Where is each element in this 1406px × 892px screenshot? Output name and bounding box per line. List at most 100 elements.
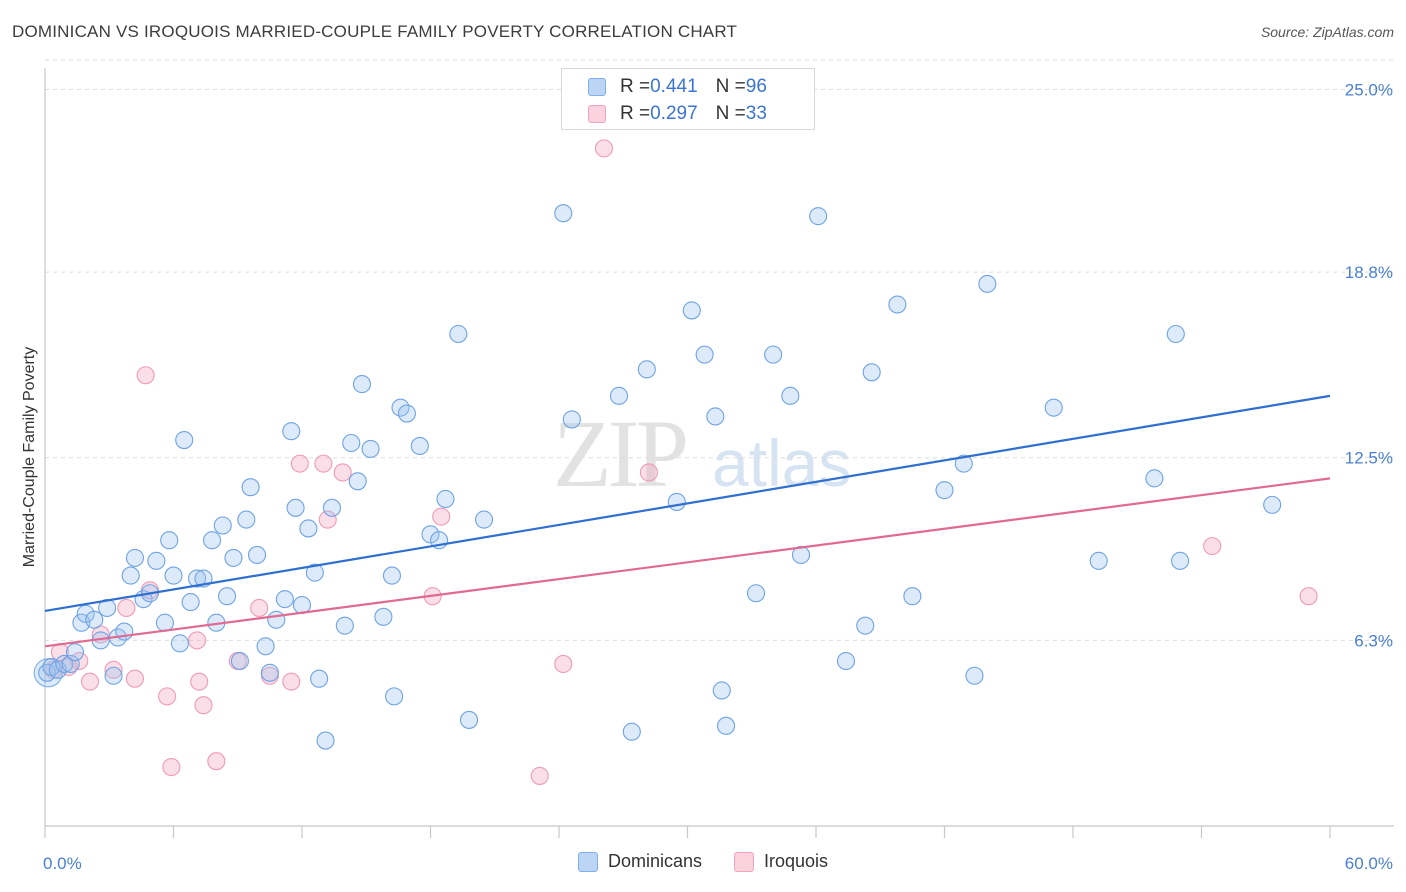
x-tick-label: 0.0% — [43, 854, 82, 873]
r-label: R = — [620, 103, 651, 124]
dominicans-point — [335, 616, 354, 635]
dominicans-swatch — [588, 78, 606, 96]
dominicans-point — [554, 204, 573, 223]
dominicans-point — [170, 634, 189, 653]
dominicans-point — [637, 360, 656, 379]
iroquois-point — [158, 687, 177, 706]
dominicans-points — [33, 204, 1282, 750]
iroquois-point — [594, 139, 614, 158]
dominicans-point — [61, 654, 80, 674]
dominicans-point — [104, 666, 123, 685]
dominicans-point — [1171, 551, 1190, 570]
dominicans-point — [1263, 495, 1282, 514]
dominicans-point — [247, 545, 267, 565]
iroquois-point — [80, 672, 100, 691]
dominicans-point — [746, 584, 766, 603]
dominicans-point — [352, 375, 372, 394]
iroquois-point — [432, 507, 451, 526]
iroquois-point — [136, 366, 155, 385]
dominicans-point — [316, 731, 335, 750]
dominicans-point — [716, 716, 736, 735]
dominicans-point — [299, 519, 318, 538]
dominicans-point — [175, 431, 194, 450]
dominicans-point — [147, 551, 166, 570]
legend-row-iroquois: R = 0.297 N = 33 — [562, 101, 767, 127]
legend-label: Dominicans — [607, 851, 702, 871]
dominicans-point — [224, 548, 243, 567]
dominicans-point — [474, 510, 494, 529]
dominicans-point — [305, 563, 324, 582]
dominicans-point — [682, 301, 701, 320]
dominicans-point — [256, 637, 275, 656]
iroquois-point — [333, 463, 352, 482]
n-label: N = — [715, 76, 746, 97]
dominicans-point — [410, 436, 429, 455]
iroquois-point — [318, 510, 337, 529]
dominicans-point — [856, 616, 875, 635]
dominicans-point — [374, 607, 393, 626]
dominicans-point — [706, 407, 725, 426]
dominicans-point — [1044, 398, 1063, 417]
legend-row-dominicans: R = 0.441 N = 96 — [562, 74, 767, 100]
iroquois-point — [194, 696, 213, 715]
dominicans-point — [695, 345, 714, 364]
dominicans-point — [809, 207, 828, 226]
dominicans-point — [164, 566, 183, 585]
axis-labels: 6.3% 12.5% 18.8% 25.0% 0.0% 60.0% Married-Coup… — [21, 80, 1393, 873]
dominicans-point — [436, 489, 455, 509]
dominicans-point — [286, 498, 305, 517]
iroquois-point — [1299, 587, 1318, 606]
r-value: 0.297 — [650, 103, 698, 124]
dominicans-point — [622, 722, 641, 741]
iroquois-point — [104, 660, 123, 679]
dominicans-point — [125, 548, 144, 567]
legend-label: Iroquois — [764, 851, 829, 871]
dominicans-point — [1089, 551, 1108, 570]
dominicans-point — [361, 439, 380, 458]
axes — [44, 68, 1394, 838]
dominicans-point — [310, 669, 329, 688]
dominicans-point — [282, 422, 301, 441]
dominicans-point — [241, 478, 260, 497]
dominicans-point — [230, 651, 249, 671]
y-tick-label: 25.0% — [1345, 80, 1393, 99]
dominicans-point — [121, 566, 140, 585]
trend-lines — [44, 394, 1331, 648]
dominicans-point — [275, 590, 294, 609]
dominicans-point — [764, 345, 783, 364]
dominicans-point — [85, 610, 104, 629]
dominicans-point — [667, 492, 686, 511]
dominicans-point — [160, 531, 179, 550]
dominicans-point — [1145, 469, 1164, 488]
legend-item-iroquois[interactable]: Iroquois — [734, 851, 828, 872]
iroquois-point — [125, 669, 144, 688]
dominicans-point — [217, 587, 237, 606]
y-tick-label: 12.5% — [1345, 449, 1393, 468]
dominicans-point — [954, 454, 973, 473]
dominicans-point — [181, 593, 200, 612]
n-value: 33 — [745, 103, 767, 124]
iroquois-point — [554, 654, 573, 674]
dominicans-point — [397, 404, 416, 423]
dominicans-point — [935, 481, 954, 500]
dominicans-point — [1166, 324, 1185, 344]
dominicans-trend-line — [44, 394, 1331, 613]
iroquois-point — [282, 672, 301, 691]
dominicans-point — [267, 610, 286, 629]
dominicans-point — [781, 386, 800, 405]
dominicans-point — [55, 654, 74, 674]
legend-item-dominicans[interactable]: Dominicans — [577, 851, 702, 872]
r-value: 0.441 — [650, 76, 698, 97]
dominicans-point — [260, 663, 279, 682]
iroquois-swatch — [734, 851, 754, 872]
dominicans-point — [562, 410, 581, 429]
iroquois-point — [290, 454, 309, 473]
iroquois-point — [207, 752, 226, 771]
dominicans-point — [65, 643, 85, 662]
iroquois-point — [190, 672, 209, 691]
y-tick-label: 18.8% — [1345, 263, 1393, 282]
n-value: 96 — [745, 76, 767, 97]
dominicans-point — [385, 687, 404, 706]
iroquois-point — [188, 631, 207, 650]
